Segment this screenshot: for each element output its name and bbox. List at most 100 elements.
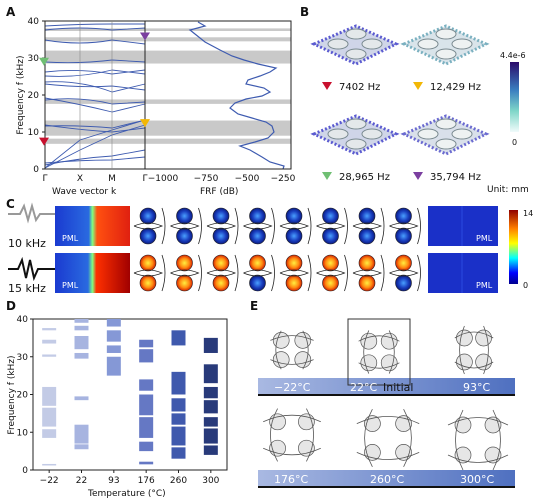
panel-e-state-3: 93°C [463, 381, 490, 394]
panel-d-bandgap-bar [74, 319, 89, 323]
panel-d-bandgap-bar [42, 328, 57, 331]
panel-a-xticks: Γ X M Γ −1000 −750 −500 −250 [42, 174, 295, 184]
panel-c-ligament [389, 222, 419, 230]
panel-c-cell [139, 207, 157, 225]
panel-a-bandgap [45, 28, 291, 31]
panel-d-bandgap-bar [171, 426, 186, 446]
panel-c-cell [358, 274, 376, 292]
panel-c-ligament [243, 222, 273, 230]
panel-d-bandgap-bar [203, 417, 218, 427]
panel-a-xtick-frf: −500 [235, 174, 260, 184]
panel-e-cell-ligament [270, 408, 278, 462]
panel-e-unit-cells [263, 325, 509, 471]
panel-d-bandgap-bar [42, 463, 57, 466]
panel-c-ligament [243, 269, 273, 277]
panel-c-cell [249, 227, 266, 245]
panel-d-ylabel: Frequency f (kHz) [7, 355, 17, 434]
panel-b-mode-frequency: 7402 Hz [339, 82, 380, 93]
panel-c-cell [322, 274, 339, 292]
panel-d-xtick-label: 93 [108, 476, 119, 486]
panel-e-cell-ring [272, 332, 290, 349]
panel-c-cell [322, 254, 339, 272]
panel-c-cell [395, 207, 412, 225]
panel-d-bandgap-bar [203, 364, 218, 384]
panel-c-ligament [352, 222, 383, 230]
panel-e-cell-ring [294, 351, 312, 368]
panel-c-ligament [380, 254, 385, 292]
panel-e-cell-ligament [358, 362, 400, 369]
panel-e-cell-ring [380, 332, 398, 350]
panel-c-ligament [271, 207, 275, 245]
panel-d-bandgap-bar [171, 371, 186, 395]
panel-a-bandgap [45, 37, 291, 42]
panel-b-colorbar-max: 4.4e-6 [500, 51, 526, 60]
panel-a-bandgap [45, 99, 291, 104]
panel-b-mode-marker [322, 82, 332, 90]
panel-e-cell-ligament [447, 454, 509, 463]
panel-c-pml-left-1 [55, 206, 130, 246]
panel-c-ligament [380, 207, 385, 245]
panel-e-cell-ligament [270, 359, 314, 365]
panel-a-frf-curve [188, 21, 285, 170]
panel-e-state-5: 260°C [370, 473, 404, 486]
panel-d-bandgap-bar [74, 335, 89, 350]
panel-c-ligament [161, 254, 166, 292]
panel-c-cell [212, 227, 230, 245]
panel-a-ytick-label: 30 [28, 54, 40, 64]
panel-e-cell-ligament [454, 361, 494, 369]
panel-c-cell [212, 207, 230, 225]
panel-d-bandgap-bar [74, 424, 89, 444]
panel-c-cell [212, 254, 230, 272]
panel-b-mode-marker [322, 172, 332, 180]
panel-a-xlabel-band: Wave vector k [52, 187, 117, 197]
panel-c-ligament [133, 222, 164, 230]
panel-a-xtick-band: M [108, 174, 116, 184]
panel-d-bandgap-bars [42, 319, 218, 466]
panel-b-mode-3 [310, 114, 400, 156]
panel-e-state-6: 300°C [460, 473, 494, 486]
panel-d-bandgap-bar [42, 407, 57, 427]
panel-c-ligament [344, 207, 348, 245]
panel-c-cell [176, 207, 193, 225]
panel-e-initial-highlight [347, 318, 411, 386]
panel-c-ligament [344, 254, 348, 292]
panel-d-ytick-label: 10 [17, 428, 29, 438]
panel-c-pml-right-1 [428, 206, 498, 246]
panel-c-colorbar-max: 14 [523, 209, 533, 218]
panel-d-xtick-label: 260 [170, 476, 187, 486]
panel-c-ligament [271, 254, 275, 292]
panel-c-cell [358, 227, 376, 245]
panel-c-ligament [170, 222, 200, 230]
panel-a-ylabel: Frequency f (kHz) [16, 55, 26, 134]
panel-a-yticks: 0 10 20 30 40 [28, 17, 45, 175]
panel-e-cell-ligament [358, 335, 400, 342]
panel-c-lattice-10khz [130, 206, 428, 246]
panel-a-ytick-label: 0 [33, 165, 39, 175]
panel-e-cell-ligament [306, 408, 314, 462]
panel-c-ligament [307, 207, 312, 245]
panel-d-bandgap-bar [139, 379, 154, 391]
panel-e-cell-ligament [302, 330, 309, 370]
panel-d-bandgap-bar [203, 400, 218, 414]
panel-c-ligament [206, 269, 237, 277]
panel-d-frame [32, 318, 228, 471]
panel-c-pml-left-1-label: PML [62, 234, 79, 243]
panel-d-bandgap-bar [139, 441, 154, 452]
panel-c-cell [395, 227, 412, 245]
panel-d-bandgap-bar [74, 325, 89, 331]
panel-e-cell-ligament [492, 409, 501, 471]
panel-c-colorbar [509, 210, 518, 284]
panel-b-label: B [300, 5, 309, 19]
panel-e-cell-ligament [447, 417, 509, 426]
panel-c-colorbar-min: 0 [523, 281, 528, 290]
panel-d-bandgap-bar [139, 417, 154, 438]
panel-c-source-15khz [8, 256, 56, 282]
panel-c-cell [322, 207, 339, 225]
panel-a-xtick-frf: −750 [194, 174, 219, 184]
panel-d-xtick-label: 176 [138, 476, 155, 486]
panel-b-mode-frequency: 35,794 Hz [430, 172, 481, 183]
panel-d-bandgap-bar [203, 337, 218, 353]
panel-d-bandgap-bar [203, 428, 218, 444]
panel-d-bandgap-bar [171, 330, 186, 346]
